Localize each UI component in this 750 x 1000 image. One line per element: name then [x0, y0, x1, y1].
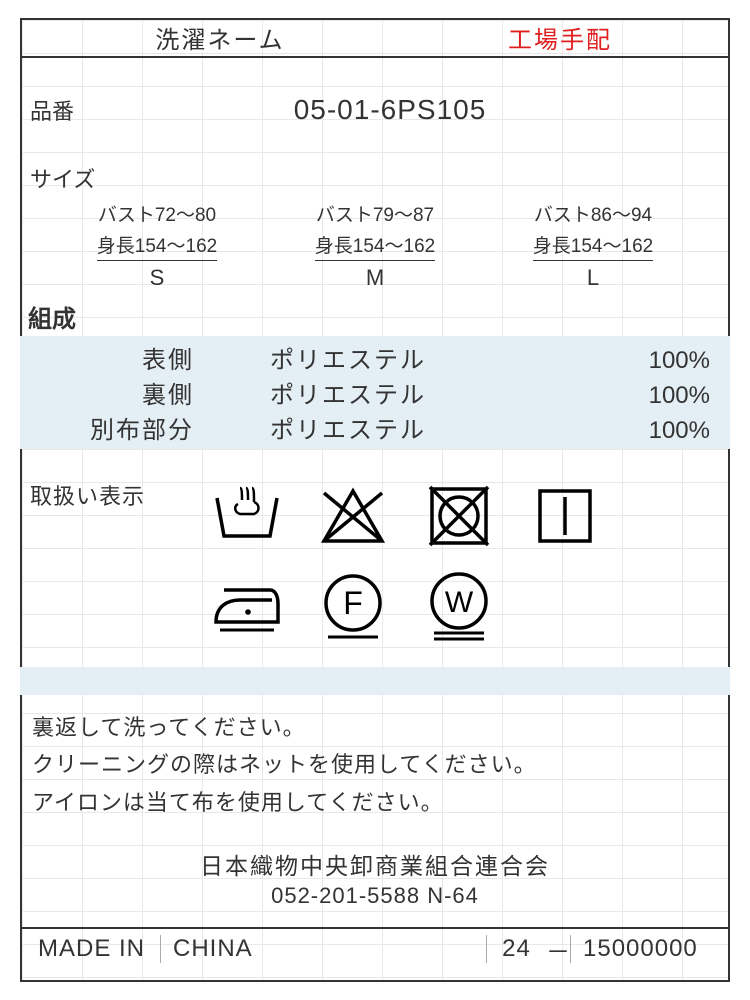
product-row: 品番 05-01-6PS105	[20, 88, 730, 132]
composition-part: 裏側	[30, 375, 210, 410]
size-label: サイズ	[20, 154, 730, 198]
composition-row: 表側 ポリエステル 100%	[30, 340, 720, 375]
size-bust: バスト79～87	[266, 198, 484, 229]
care-icons-area: F W	[190, 479, 720, 663]
composition-material: ポリエステル	[210, 340, 600, 375]
composition-pct: 100%	[600, 347, 720, 375]
composition-part: 別布部分	[30, 410, 210, 445]
size-height: 身長154～162	[315, 229, 435, 261]
composition-pct: 100%	[600, 417, 720, 445]
made-in-value: CHINA	[160, 935, 335, 963]
blue-band-spacer	[20, 667, 730, 695]
made-in-label: MADE IN	[20, 935, 160, 963]
size-bust: バスト86～94	[484, 198, 702, 229]
dryclean-f-icon: F	[316, 571, 390, 645]
label-document: 洗濯ネーム 工場手配 品番 05-01-6PS105 サイズ バスト72～80 …	[20, 18, 730, 969]
header-left: 洗濯ネーム	[20, 20, 390, 55]
composition-title: 組成	[20, 293, 730, 336]
composition-band: 表側 ポリエステル 100% 裏側 ポリエステル 100% 別布部分 ポリエステ…	[20, 336, 730, 449]
svg-text:F: F	[343, 585, 363, 621]
size-col-l: バスト86～94 身長154～162 L	[484, 198, 702, 293]
footer-row: MADE IN CHINA 24 － 15000000	[20, 927, 730, 969]
care-label: 取扱い表示	[30, 479, 190, 663]
product-label: 品番	[30, 94, 120, 126]
size-code: S	[48, 261, 266, 293]
size-height: 身長154～162	[97, 229, 217, 261]
bleach-no-icon	[316, 479, 390, 553]
header-right: 工場手配	[390, 20, 730, 55]
note-line: アイロンは当て布を使用してください。	[32, 784, 718, 821]
footer-code2: 15000000	[570, 935, 730, 963]
header-row: 洗濯ネーム 工場手配	[20, 18, 730, 58]
tumble-no-icon	[422, 479, 496, 553]
note-line: クリーニングの際はネットを使用してください。	[32, 746, 718, 783]
care-icon-row-1	[190, 479, 720, 553]
care-notes: 裏返して洗ってください。 クリーニングの際はネットを使用してください。 アイロン…	[20, 695, 730, 829]
composition-part: 表側	[30, 340, 210, 375]
size-col-s: バスト72～80 身長154～162 S	[48, 198, 266, 293]
organization-contact: 052-201-5588 N-64	[20, 883, 730, 909]
footer-code1: 24	[486, 935, 546, 963]
size-code: M	[266, 261, 484, 293]
composition-row: 別布部分 ポリエステル 100%	[30, 410, 720, 445]
product-value: 05-01-6PS105	[120, 94, 720, 126]
composition-material: ポリエステル	[210, 410, 600, 445]
size-col-m: バスト79～87 身長154～162 M	[266, 198, 484, 293]
size-bust: バスト72～80	[48, 198, 266, 229]
svg-text:W: W	[445, 586, 474, 619]
note-line: 裏返して洗ってください。	[32, 709, 718, 746]
size-columns: バスト72～80 身長154～162 S バスト79～87 身長154～162 …	[20, 198, 730, 293]
dry-line-icon	[528, 479, 602, 553]
organization-name: 日本織物中央卸商業組合連合会	[20, 847, 730, 881]
footer-dash: －	[546, 932, 570, 967]
wetclean-w-icon: W	[422, 571, 496, 645]
care-icon-row-2: F W	[190, 571, 720, 645]
size-height: 身長154～162	[533, 229, 653, 261]
composition-row: 裏側 ポリエステル 100%	[30, 375, 720, 410]
iron-low-icon	[210, 571, 284, 645]
composition-pct: 100%	[600, 382, 720, 410]
care-section: 取扱い表示	[20, 449, 730, 663]
size-code: L	[484, 261, 702, 293]
composition-material: ポリエステル	[210, 375, 600, 410]
wash-hand-icon	[210, 479, 284, 553]
